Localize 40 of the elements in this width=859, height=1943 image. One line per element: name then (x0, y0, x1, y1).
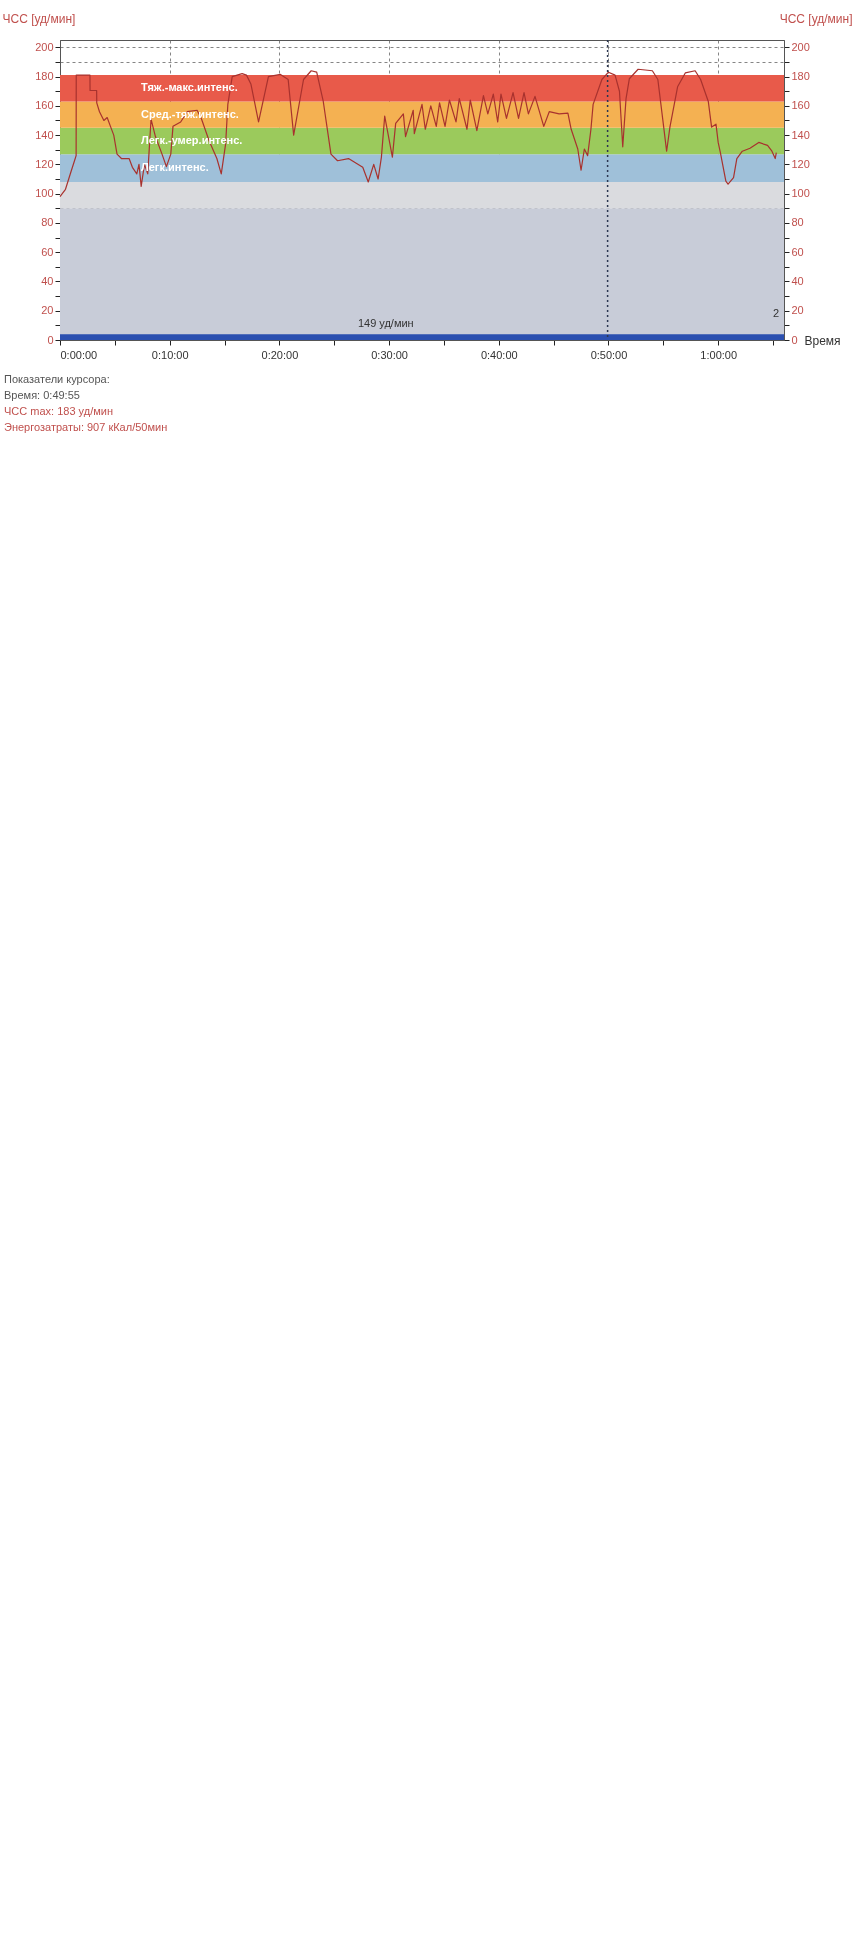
annotation: 2 (772, 307, 780, 319)
y-tick-label: 100 (35, 187, 54, 200)
y-tick-label: 140 (35, 128, 54, 141)
x-tick-label: 0:10:00 (151, 348, 189, 361)
x-tick-label: 0:50:00 (590, 348, 628, 361)
y-tick-label: 60 (41, 245, 54, 258)
y2-tick-label: 40 (791, 274, 804, 287)
y2-axis-title: ЧСС [уд/мин] (779, 11, 853, 26)
y-tick-label: 180 (35, 70, 54, 83)
x-tick-label: 0:30:00 (371, 348, 408, 361)
text: Время: 0:49:55 (4, 389, 80, 401)
y2-tick-label: 100 (791, 187, 810, 200)
y-tick-label: 160 (35, 99, 54, 112)
x-tick-label: 1:00:00 (700, 348, 738, 361)
y2-tick-label: 20 (791, 304, 804, 317)
y2-tick-label: 180 (791, 70, 810, 83)
text: ЧСС max: 183 уд/мин (4, 405, 113, 417)
band-label: Тяж.-макс.интенс. (141, 81, 238, 94)
text: Показатели курсора: (4, 373, 110, 385)
y2-tick-label: 140 (791, 128, 810, 141)
y-axis-title: ЧСС [уд/мин] (2, 11, 76, 26)
y2-tick-label: 60 (791, 245, 804, 258)
annotation: 149 уд/мин (357, 317, 414, 329)
y2-tick-label: 0 (791, 333, 798, 346)
y-tick-label: 200 (35, 40, 54, 53)
y-tick-label: 20 (41, 304, 54, 317)
y-tick-label: 120 (35, 157, 54, 170)
x-tick-label: 0:20:00 (261, 348, 299, 361)
text: Энергозатраты: 907 кКал/50мин (4, 421, 168, 433)
y-tick-label: 40 (41, 274, 54, 287)
y2-tick-label: 80 (791, 216, 804, 229)
x-tick-label: 0:40:00 (480, 348, 518, 361)
x-axis-title: Время (804, 333, 841, 348)
y-tick-label: 80 (41, 216, 54, 229)
y2-tick-label: 160 (791, 99, 810, 112)
x-tick-label: 0:00:00 (60, 348, 98, 361)
y-tick-label: 0 (47, 333, 54, 346)
y2-tick-label: 200 (791, 40, 810, 53)
y2-tick-label: 120 (791, 157, 810, 170)
line-series (59, 68, 777, 198)
